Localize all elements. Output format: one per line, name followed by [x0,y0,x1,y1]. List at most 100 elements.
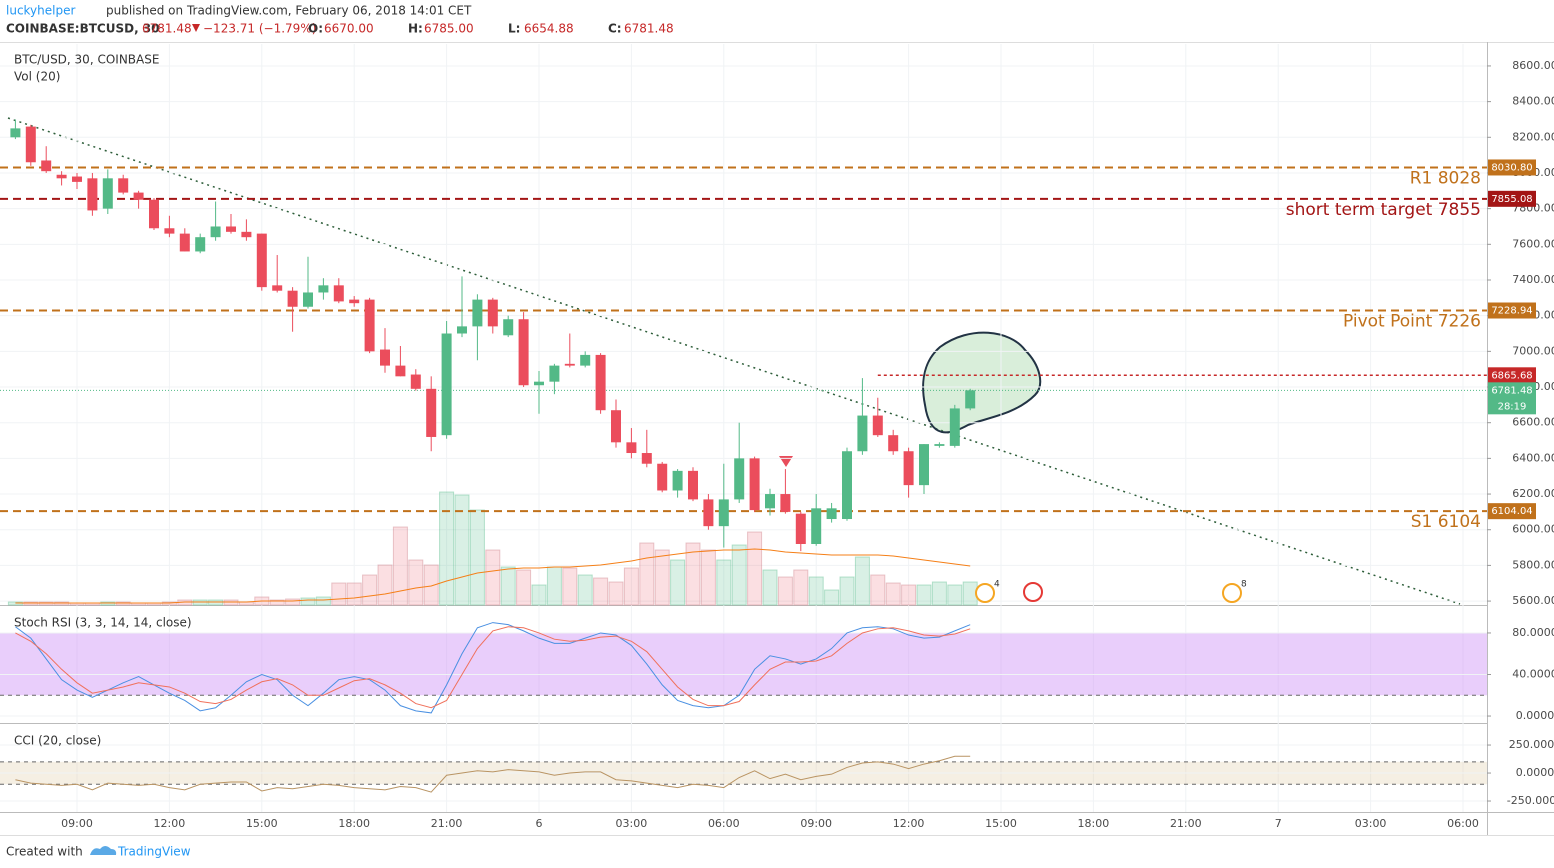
volume-bar [362,574,378,606]
x-tick-label: 12:00 [893,817,925,830]
candle-body [472,299,483,327]
x-tick-label: 6 [536,817,543,830]
candle-body [410,374,421,389]
level-label: short term target 7855 [1286,200,1481,220]
y-tick-label: 6600.00 [1512,416,1554,429]
pane-title: BTC/USD, 30, COINBASE [14,53,159,67]
indicator-line [15,626,971,709]
volume-bar [500,566,516,606]
y-tick-label: 8200.00 [1512,130,1554,143]
volume-bar [685,542,701,606]
candle-body [349,299,360,304]
level-label: R1 8028 [1410,168,1481,188]
volume-bar [562,567,578,606]
highlight-shape [922,331,1042,434]
tv-logo [90,846,117,855]
price-tag-label: 6104.04 [1491,506,1532,517]
y-tick-label: 0.0000 [1516,709,1554,722]
volume-bar [639,542,655,606]
volume-bar [285,598,301,606]
event-icon [1222,583,1242,603]
candle-body [426,388,437,437]
ohlc-label: L: [508,22,520,36]
candle-body [626,442,637,454]
candle-body [503,319,514,336]
candle-body [811,508,822,544]
user[interactable]: luckyhelper [6,4,75,18]
candle-body [487,299,498,327]
ohlc-value: 6670.00 [324,22,374,36]
volume-bar [623,567,639,606]
volume-bar [854,556,870,606]
volume-bar [331,582,347,606]
y-tick-label: 6400.00 [1512,451,1554,464]
volume-bar [731,544,747,606]
candle-body [195,237,206,252]
x-tick-label: 12:00 [154,817,186,830]
candle-body [72,176,82,182]
candle-body [734,458,745,500]
candle-body [934,444,945,446]
y-tick-label: 80.0000 [1512,626,1554,639]
y-tick-label: 8600.00 [1512,59,1554,72]
volume-bar [392,526,408,606]
volume-bar [716,559,732,606]
y-tick-label: 6000.00 [1512,523,1554,536]
candle-body [457,326,467,334]
y-tick-label: 7000.00 [1512,344,1554,357]
volume-bar [670,559,686,606]
footer-brand[interactable]: TradingView [117,845,191,859]
candle-body [595,354,606,411]
candle-body [395,365,406,377]
frame [0,42,1554,43]
price-tag [1488,367,1536,384]
candle-body [87,178,98,211]
candle-body [965,390,976,409]
candle-body [672,470,683,491]
volume-bar [654,549,670,606]
volume-bar [300,597,316,606]
pane-separator [0,605,1487,606]
volume-bar [839,576,855,606]
candle-body [765,494,775,509]
candle-body [564,363,575,366]
ohlc-value: 6785.00 [424,22,474,36]
price-tag-label: 7855.08 [1491,194,1532,205]
y-tick-label: 6200.00 [1512,487,1554,500]
volume-bar [885,582,901,606]
ohlc-value: 6781.48 [624,22,674,36]
price-tag [1488,503,1536,520]
volume-bar [269,599,285,606]
price-axis-border [1487,42,1488,836]
candle-body [364,299,375,352]
candle-body [441,333,452,436]
x-tick-label: 06:00 [708,817,740,830]
volume-bar [747,531,763,606]
pane-title: CCI (20, close) [14,734,101,748]
candle-body [518,319,529,386]
volume-bar [546,566,562,606]
candle-body [949,408,960,446]
candle-body [25,126,36,163]
volume-bar [423,564,439,606]
x-tick-label: 7 [1275,817,1282,830]
volume-bar [808,576,824,606]
candle-body [749,458,760,511]
pane-subtitle: Vol (20) [14,70,60,84]
x-tick-label: 18:00 [1078,817,1110,830]
footer-created: Created with [6,845,83,859]
candle-body [657,463,668,491]
volume-bar [408,559,424,606]
price-tag-label: 6865.68 [1491,370,1532,381]
indicator-line [15,755,971,793]
level-label: Pivot Point 7226 [1343,312,1481,332]
candle-body [210,226,221,238]
down-arrow [192,24,200,32]
x-tick-label: 06:00 [1447,817,1479,830]
candle-body [272,285,283,291]
volume-bar [577,574,593,606]
candle-body [549,365,560,382]
x-tick-label: 03:00 [616,817,648,830]
change: −123.71 (−1.79%) [203,22,316,36]
